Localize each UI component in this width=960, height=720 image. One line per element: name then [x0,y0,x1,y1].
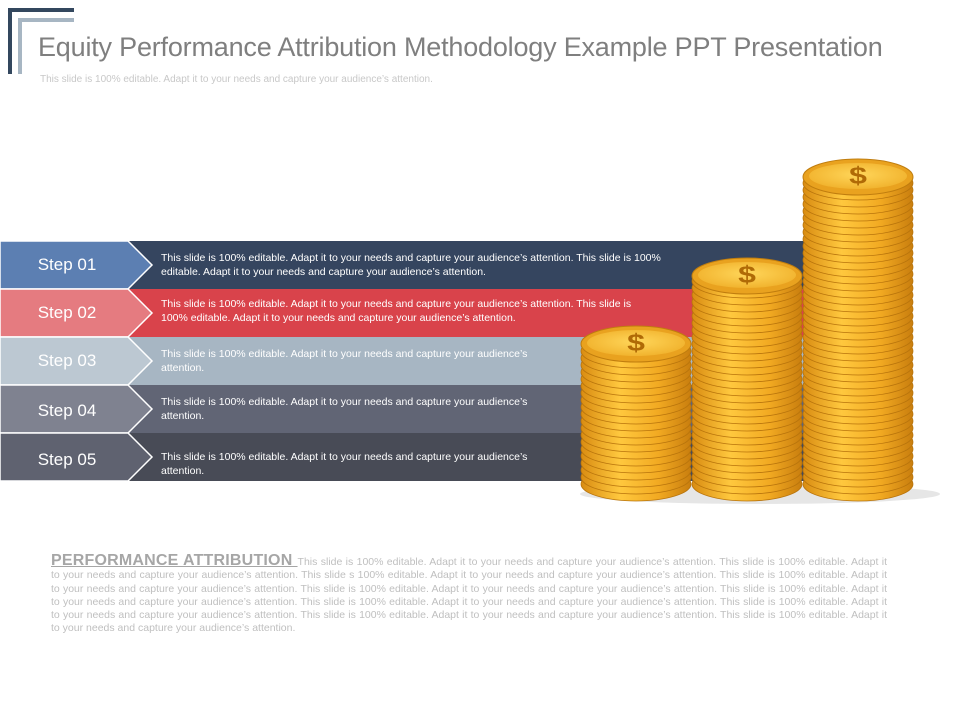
step-3-text: This slide is 100% editable. Adapt it to… [161,348,528,374]
coin-stack-medium: $ [691,257,803,502]
performance-attribution-body: This slide is 100% editable. Adapt it to… [51,556,887,635]
step-1-chevron [0,240,154,290]
performance-attribution-paragraph: PERFORMANCE ATTRIBUTION This slide is 10… [51,552,887,636]
step-2-chevron [0,288,154,338]
dollar-sign-icon: $ [627,329,645,356]
coin-stack-tall: $ [802,158,914,502]
corner-decoration [8,8,74,74]
step-2-label: Step 02 [37,303,97,322]
coin-stack-short: $ [580,325,692,502]
step-4-text: This slide is 100% editable. Adapt it to… [161,396,528,422]
performance-attribution-heading: PERFORMANCE ATTRIBUTION [51,552,298,569]
step-5-label: Step 05 [37,450,97,469]
step-5-chevron [0,432,154,482]
dollar-sign-icon: $ [849,162,867,189]
step-3-label: Step 03 [37,351,97,370]
step-2-text: This slide is 100% editable. Adapt it to… [161,298,632,324]
step-1-text: This slide is 100% editable. Adapt it to… [161,252,661,278]
step-5-text: This slide is 100% editable. Adapt it to… [161,451,528,477]
dollar-sign-icon: $ [738,261,756,288]
page-subtitle: This slide is 100% editable. Adapt it to… [40,74,433,85]
step-4-label: Step 04 [37,401,97,420]
step-3-chevron [0,336,154,386]
step-4-chevron [0,384,154,434]
page-title: Equity Performance Attribution Methodolo… [38,32,883,62]
step-1-label: Step 01 [37,255,97,274]
